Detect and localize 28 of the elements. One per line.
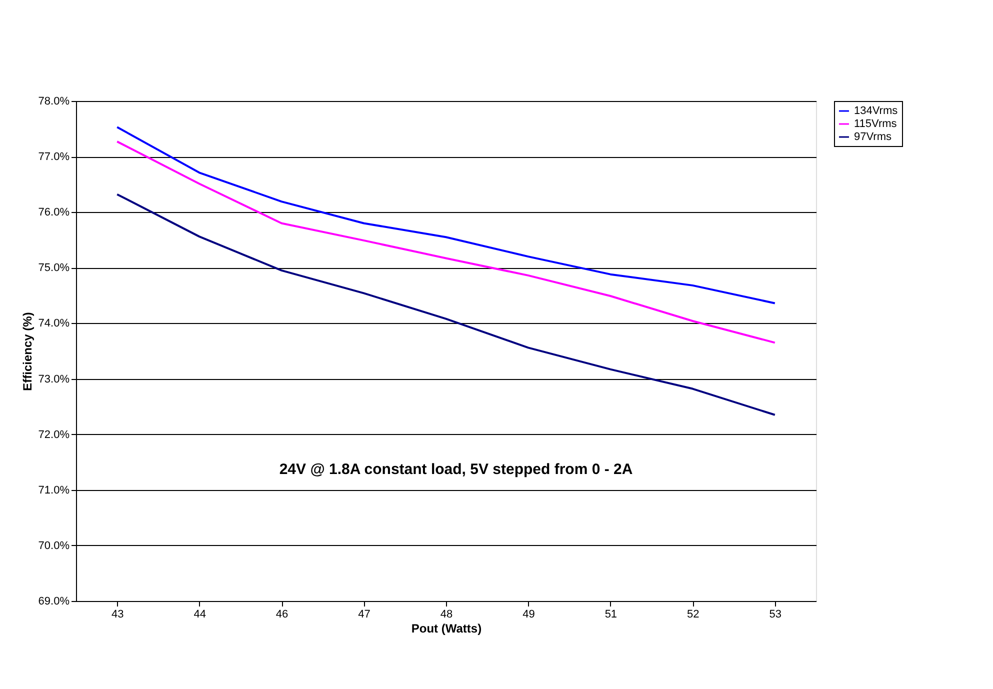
x-axis-title: Pout (Watts) bbox=[411, 622, 482, 636]
y-tick-label: 73.0% bbox=[38, 373, 70, 386]
y-tick-label: 75.0% bbox=[38, 262, 70, 274]
legend-label: 134Vrms bbox=[854, 105, 898, 117]
y-tick-label: 72.0% bbox=[38, 428, 70, 441]
line-series bbox=[116, 126, 776, 304]
x-tick-label: 44 bbox=[194, 608, 206, 620]
x-tick-label: 51 bbox=[604, 608, 618, 620]
x-tick-label: 46 bbox=[276, 608, 288, 620]
y-tick-label: 77.0% bbox=[38, 151, 70, 164]
x-tick-label: 47 bbox=[358, 608, 370, 620]
legend-label: 97Vrms bbox=[854, 131, 892, 143]
y-tick-label: 71.0% bbox=[38, 484, 70, 496]
y-tick-label: 69.0% bbox=[38, 596, 70, 608]
y-tick-label: 70.0% bbox=[38, 540, 70, 552]
legend-label: 115Vrms bbox=[854, 118, 898, 130]
y-axis-title: Efficiency (%) bbox=[20, 312, 34, 391]
line-series bbox=[116, 193, 776, 416]
x-tick-label: 48 bbox=[440, 608, 453, 620]
y-tick-label: 74.0% bbox=[38, 318, 70, 330]
line-series bbox=[116, 140, 776, 344]
annotation: 24V @ 1.8A constant load, 5V stepped from 0 - 2A bbox=[279, 461, 633, 478]
x-tick-label: 43 bbox=[111, 608, 124, 620]
y-tick-label: 76.0% bbox=[38, 206, 70, 219]
y-tick-label: 78.0% bbox=[38, 96, 70, 108]
x-tick-label: 52 bbox=[687, 608, 700, 620]
x-tick-label: 53 bbox=[769, 608, 782, 620]
x-tick-label: 49 bbox=[522, 608, 535, 620]
